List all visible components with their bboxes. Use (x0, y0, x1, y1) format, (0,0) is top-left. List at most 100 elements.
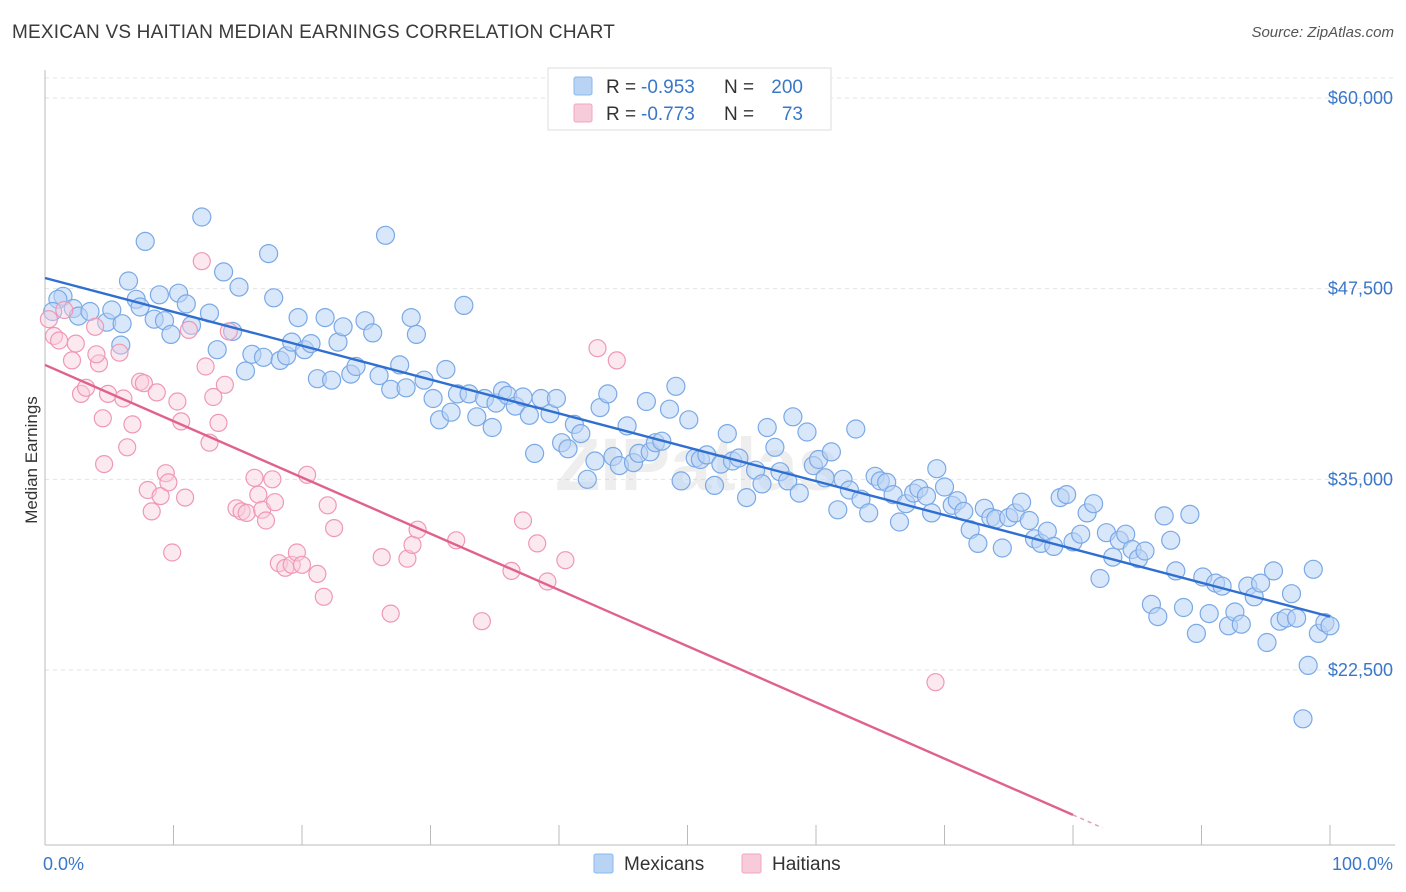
data-point (828, 500, 848, 520)
data-point (704, 475, 725, 495)
data-point (1154, 506, 1174, 526)
data-point (363, 323, 383, 343)
data-point (588, 339, 607, 358)
data-point (889, 512, 910, 532)
data-point (381, 604, 400, 623)
data-point (179, 320, 198, 339)
data-point (207, 340, 227, 360)
data-point (558, 439, 578, 459)
data-point (528, 534, 547, 553)
data-point (846, 419, 866, 439)
data-point (196, 357, 215, 376)
data-point (992, 538, 1012, 558)
data-point (636, 391, 657, 412)
data-point (112, 314, 132, 334)
data-point (717, 424, 737, 444)
data-point (1293, 709, 1313, 729)
data-point (39, 310, 59, 329)
data-point (1083, 494, 1104, 514)
data-point (783, 407, 803, 427)
data-point (118, 271, 139, 291)
legend-n-value-1: 200 (771, 77, 803, 98)
axes (44, 70, 1395, 846)
data-point (192, 252, 211, 271)
x-tick-label-left: 0.0% (43, 854, 84, 874)
data-point (263, 470, 282, 489)
data-point (322, 370, 342, 390)
data-point (49, 331, 69, 350)
x-axis-ticks (173, 825, 1331, 845)
data-point (403, 535, 422, 555)
data-point (308, 564, 327, 584)
data-point (1303, 559, 1323, 579)
data-point (55, 300, 74, 320)
data-point (111, 335, 131, 355)
data-point (577, 469, 597, 489)
data-point (214, 262, 234, 282)
data-point (229, 277, 249, 297)
legend-n-value-2: 73 (782, 104, 803, 125)
data-point (1090, 568, 1110, 589)
data-point (1180, 504, 1200, 525)
data-point (1250, 573, 1271, 593)
data-point (396, 378, 416, 398)
data-point (325, 518, 344, 538)
data-point (149, 285, 169, 305)
data-point (110, 343, 129, 362)
data-point (161, 324, 181, 344)
data-point (245, 468, 264, 487)
data-point (1257, 632, 1277, 653)
data-point (607, 351, 626, 370)
y-tick-label: $22,500 (1328, 660, 1393, 680)
data-point (315, 308, 335, 328)
data-point (85, 317, 105, 336)
y-tick-label: $60,000 (1328, 88, 1393, 108)
data-point (789, 483, 809, 503)
data-point (679, 410, 699, 430)
legend-bottom: Mexicans Haitians (593, 853, 841, 875)
data-point (1161, 530, 1181, 550)
data-point (778, 471, 798, 491)
data-point (66, 334, 85, 353)
data-point (757, 417, 777, 438)
legend-box (547, 67, 832, 131)
data-point (482, 417, 502, 438)
data-point (556, 551, 575, 570)
data-point (147, 383, 166, 402)
data-point (87, 345, 106, 364)
data-point (1071, 524, 1091, 544)
data-point (513, 511, 533, 530)
data-point (546, 388, 567, 409)
legend-r-label-2: R = (606, 104, 636, 125)
y-tick-label: $35,000 (1328, 469, 1393, 489)
data-point (318, 496, 337, 515)
data-point (333, 317, 353, 337)
data-point (441, 402, 461, 422)
legend-n-label-1: N = (724, 77, 754, 98)
data-point (215, 375, 234, 394)
data-point (406, 324, 426, 344)
data-point (524, 443, 545, 463)
data-point (765, 437, 785, 457)
data-point (159, 473, 178, 492)
data-point (519, 405, 540, 425)
legend-r-value-1: -0.953 (641, 77, 695, 98)
data-point (401, 308, 421, 328)
data-point (227, 499, 246, 518)
data-point (398, 549, 417, 568)
y-tick-label: $47,500 (1328, 279, 1393, 299)
data-point (176, 294, 196, 314)
data-point (1320, 616, 1340, 636)
data-point (151, 487, 170, 506)
data-point (176, 488, 195, 507)
trend-line-haitians-extension (1072, 814, 1103, 829)
data-point (454, 295, 474, 315)
data-point (968, 533, 988, 554)
data-point (253, 347, 274, 367)
source-label: Source: ZipAtlas.com (1251, 24, 1394, 41)
data-point (1263, 561, 1284, 581)
data-point (598, 384, 618, 404)
data-point (752, 474, 772, 494)
y-axis-title: Median Earnings (22, 396, 41, 524)
